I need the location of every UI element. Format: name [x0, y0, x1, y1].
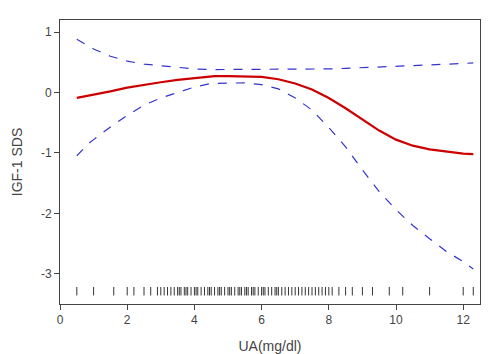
svg-text:10: 10: [389, 313, 403, 327]
svg-text:-1: -1: [41, 146, 52, 160]
svg-text:2: 2: [124, 313, 131, 327]
svg-text:12: 12: [457, 313, 471, 327]
svg-text:UA(mg/dl): UA(mg/dl): [238, 338, 301, 354]
svg-text:6: 6: [258, 313, 265, 327]
svg-text:4: 4: [191, 313, 198, 327]
svg-text:-3: -3: [41, 267, 52, 281]
svg-text:IGF-1 SDS: IGF-1 SDS: [9, 128, 25, 196]
svg-text:0: 0: [45, 86, 52, 100]
svg-text:-2: -2: [41, 207, 52, 221]
svg-text:1: 1: [45, 25, 52, 39]
svg-text:0: 0: [57, 313, 64, 327]
svg-text:8: 8: [325, 313, 332, 327]
